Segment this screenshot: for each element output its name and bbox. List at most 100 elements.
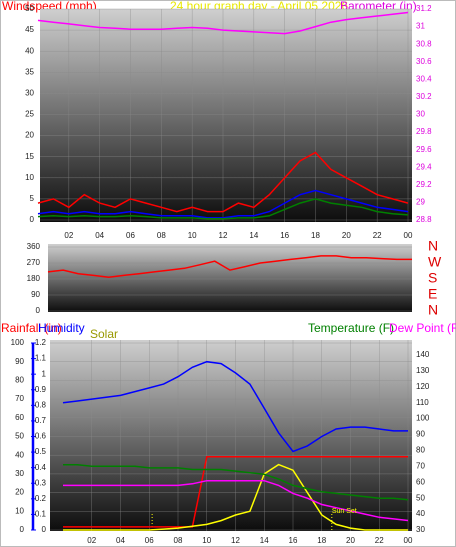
plot-background — [48, 244, 412, 312]
y-tick-label: 35 — [25, 67, 34, 76]
series-line — [62, 360, 408, 453]
x-tick-label: 02 — [64, 231, 73, 240]
y2-tick-label: W — [428, 254, 442, 270]
x-tick-label: 18 — [311, 231, 320, 240]
x-tick-label: 02 — [87, 536, 96, 545]
legend-label: Dew Point (F) — [389, 321, 456, 335]
y3-tick-label: 0.5 — [35, 447, 47, 456]
series-line — [47, 255, 412, 278]
series-line — [37, 151, 409, 213]
y2-tick-label: 60 — [416, 477, 425, 486]
y-tick-label: 100 — [11, 338, 25, 347]
y2-tick-label: 30.4 — [416, 74, 432, 83]
x-tick-label: 00 — [404, 536, 413, 545]
y3-tick-label: 0.2 — [35, 494, 47, 503]
y-tick-label: 25 — [25, 110, 34, 119]
y-tick-label: 80 — [15, 376, 24, 385]
y-tick-label: 50 — [25, 4, 34, 13]
y3-tick-label: 1.1 — [35, 354, 47, 363]
y-tick-label: 20 — [25, 131, 34, 140]
legend-label: Temperature (F) — [308, 321, 394, 335]
y2-tick-label: 29.6 — [416, 145, 432, 154]
y3-tick-label: 0.3 — [35, 478, 47, 487]
y2-tick-label: N — [428, 302, 438, 318]
x-tick-label: 22 — [375, 536, 384, 545]
series-line — [37, 11, 409, 35]
y-tick-label: 45 — [25, 25, 34, 34]
y-tick-label: 10 — [25, 173, 34, 182]
x-tick-label: 22 — [373, 231, 382, 240]
y3-tick-label: 0.6 — [35, 432, 47, 441]
x-tick-label: 20 — [342, 231, 351, 240]
x-tick-label: 08 — [174, 536, 183, 545]
annotation: Sun Set — [332, 508, 357, 515]
y-tick-label: 30 — [15, 469, 24, 478]
legend-label: Humidity — [38, 321, 85, 335]
y-tick-label: 10 — [15, 506, 24, 515]
y3-tick-label: 0.4 — [35, 463, 47, 472]
y2-tick-label: 50 — [416, 493, 425, 502]
y2-tick-label: N — [428, 238, 438, 254]
x-tick-label: 08 — [157, 231, 166, 240]
y2-tick-label: 120 — [416, 382, 430, 391]
y-tick-label: 40 — [15, 450, 24, 459]
legend-label: Rainfall (in) — [1, 321, 62, 335]
x-tick-label: 18 — [317, 536, 326, 545]
series-line — [63, 456, 408, 528]
y-tick-label: 30 — [25, 89, 34, 98]
y2-tick-label: 140 — [416, 350, 430, 359]
y3-tick-label: 1 — [42, 369, 47, 378]
y-tick-label: 15 — [25, 152, 34, 161]
y-tick-label: 40 — [25, 46, 34, 55]
y2-tick-label: 30 — [416, 110, 425, 119]
y2-tick-label: E — [428, 286, 437, 302]
y-tick-label: 5 — [30, 194, 35, 203]
x-tick-label: 10 — [188, 231, 197, 240]
y-tick-label: 180 — [27, 274, 41, 283]
y2-tick-label: 31 — [416, 22, 425, 31]
plot-background — [40, 9, 412, 222]
x-tick-label: 20 — [346, 536, 355, 545]
y-tick-label: 0 — [30, 215, 35, 224]
y2-tick-label: 30.6 — [416, 57, 432, 66]
legend-label: Solar — [90, 327, 118, 341]
y-tick-label: 0 — [20, 525, 25, 534]
x-tick-label: 12 — [231, 536, 240, 545]
x-tick-label: 12 — [219, 231, 228, 240]
series-line — [63, 479, 409, 522]
y2-tick-label: 29 — [416, 198, 425, 207]
y-tick-label: 270 — [27, 258, 41, 267]
x-tick-label: 06 — [126, 231, 135, 240]
x-tick-label: 16 — [280, 231, 289, 240]
series-line — [63, 463, 408, 531]
y-tick-label: 360 — [27, 242, 41, 251]
y2-tick-label: 30.8 — [416, 39, 432, 48]
y-tick-label: 90 — [31, 290, 40, 299]
y2-tick-label: 29.8 — [416, 127, 432, 136]
y3-tick-label: 0 — [42, 525, 47, 534]
y-tick-label: 0 — [36, 306, 41, 315]
y2-tick-label: 100 — [416, 414, 430, 423]
y2-tick-label: 28.8 — [416, 215, 432, 224]
y2-tick-label: 30.2 — [416, 92, 432, 101]
y2-tick-label: 30 — [416, 525, 425, 534]
plot-background — [50, 340, 412, 531]
x-tick-label: 10 — [202, 536, 211, 545]
y2-tick-label: 70 — [416, 461, 425, 470]
x-tick-label: 00 — [404, 231, 413, 240]
y3-tick-label: 1.2 — [35, 338, 47, 347]
y-tick-label: 50 — [15, 432, 24, 441]
y3-tick-label: 0.8 — [35, 400, 47, 409]
y3-tick-label: 0.7 — [35, 416, 47, 425]
y2-tick-label: 110 — [416, 398, 429, 407]
y-tick-label: 60 — [15, 413, 24, 422]
x-tick-label: 14 — [249, 231, 258, 240]
x-tick-label: 04 — [116, 536, 125, 545]
y2-tick-label: 31.2 — [416, 4, 432, 13]
y-tick-label: 20 — [15, 488, 24, 497]
y2-tick-label: 29.2 — [416, 180, 432, 189]
y2-tick-label: 80 — [416, 446, 425, 455]
y3-tick-label: 0.9 — [35, 385, 47, 394]
y3-tick-label: 0.1 — [35, 510, 47, 519]
